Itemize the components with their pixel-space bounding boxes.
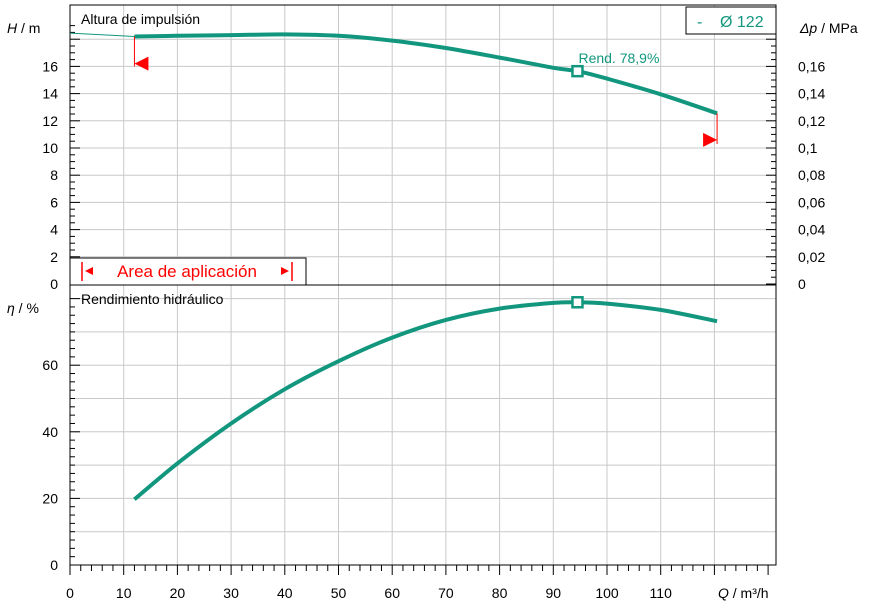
head-y-tick-label: 4 [50, 222, 58, 238]
application-area-label: Area de aplicación [117, 262, 257, 281]
head-y2-tick-label: 0,14 [798, 86, 825, 102]
x-tick-label: 70 [438, 585, 454, 601]
x-tick-label: 100 [595, 585, 619, 601]
x-tick-label: 30 [223, 585, 239, 601]
curve-layer [69, 32, 718, 501]
application-area-left-arrow [85, 267, 93, 275]
head-y-axis-label: H / m [7, 20, 40, 36]
efficiency-y-tick-label: 20 [42, 490, 58, 506]
x-tick-label: 50 [331, 585, 347, 601]
legend-series-name: Ø 122 [720, 14, 764, 31]
x-tick-label: 80 [492, 585, 508, 601]
application-area-right-arrow [281, 267, 289, 275]
pressure-unit: / MPa [817, 20, 858, 36]
head-y-tick-label: 14 [42, 86, 58, 102]
efficiency-y-tick-label: 60 [42, 357, 58, 373]
efficiency-curve-series [133, 300, 718, 501]
head-y2-tick-label: 0,02 [798, 249, 825, 265]
efficiency-panel-title: Rendimiento hidráulico [81, 291, 224, 307]
x-axis-label: Q / m³/h [718, 585, 769, 601]
head-y-tick-label: 8 [50, 167, 58, 183]
efficiency-operating-point [571, 296, 584, 309]
range-end-marker [703, 132, 718, 147]
efficiency-y-unit: / % [15, 300, 39, 316]
head-curve-series [134, 32, 718, 116]
x-tick-label: 60 [384, 585, 400, 601]
head-y-tick-label: 16 [42, 58, 58, 74]
head-y2-tick-label: 0,16 [798, 58, 825, 74]
x-tick-label: 90 [546, 585, 562, 601]
head-y-tick-label: 2 [50, 249, 58, 265]
legend-dash: - [697, 14, 702, 31]
label-layer: H / m η / % Δp / MPa Q / m³/h Altura de impu… [7, 6, 858, 601]
head-panel-title: Altura de impulsión [81, 11, 200, 27]
head-y-symbol: H [7, 20, 18, 36]
x-tick-label: 110 [650, 585, 673, 601]
head-curve-extension [69, 32, 135, 37]
head-y-tick-label: 0 [50, 276, 58, 292]
head-y2-tick-label: 0,04 [798, 222, 825, 238]
efficiency-y-symbol: η [7, 300, 15, 316]
head-y-tick-label: 6 [50, 194, 58, 210]
head-y2-tick-label: 0,08 [798, 167, 825, 183]
head-y-tick-label: 10 [42, 140, 58, 156]
head-y2-tick-label: 0,1 [798, 140, 818, 156]
ticks-layer: 0 2 4 6 8 10 12 14 16 0 0,02 0,04 0,06 0,08 0,1 0,12 0,1… [42, 25, 825, 601]
head-y2-tick-label: 0,06 [798, 194, 825, 210]
application-area-box [69, 257, 307, 286]
efficiency-y-tick-label: 40 [42, 424, 58, 440]
pressure-axis-label: Δp / MPa [799, 20, 858, 36]
head-y2-tick-label: 0 [798, 276, 806, 292]
x-tick-label: 40 [277, 585, 293, 601]
efficiency-y-tick-label: 0 [50, 557, 58, 573]
head-y2-tick-label: 0,12 [798, 113, 825, 129]
range-start-marker [134, 56, 149, 71]
head-y-unit: / m [17, 20, 40, 36]
pressure-symbol: Δp [799, 20, 817, 36]
x-tick-label: 10 [116, 585, 132, 601]
x-tick-label: 0 [66, 585, 74, 601]
grid-layer [69, 4, 777, 566]
operating-point-label: Rend. 78,9% [578, 50, 659, 66]
legend-box [685, 6, 777, 35]
efficiency-y-axis-label: η / % [7, 300, 39, 316]
x-symbol: Q [718, 585, 729, 601]
x-unit: / m³/h [729, 585, 769, 601]
x-tick-label: 20 [170, 585, 186, 601]
head-y-tick-label: 12 [42, 113, 58, 129]
head-operating-point [571, 64, 584, 78]
